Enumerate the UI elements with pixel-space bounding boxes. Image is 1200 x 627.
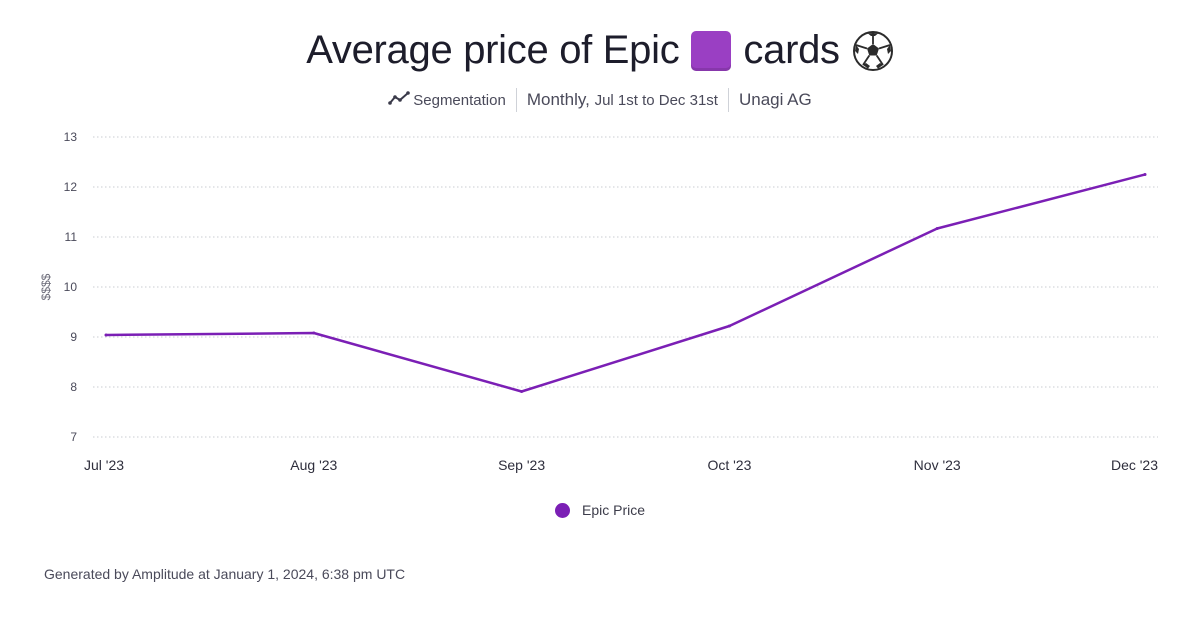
x-tick-label: Nov '23 [914,457,961,473]
series-line [104,173,1147,393]
data-point [104,333,108,337]
chart-title: Average price of Epic cards [0,28,1200,73]
legend-swatch [554,502,570,518]
interval-label: Monthly, [526,90,590,109]
y-tick-label: 13 [64,130,78,144]
data-point [935,227,939,230]
x-tick-label: Sep '23 [498,457,545,473]
x-tick-label: Aug '23 [290,457,337,473]
legend-label: Epic Price [581,502,646,518]
subtitle-divider [515,88,517,112]
y-tick-label: 12 [64,180,78,194]
soccer-ball-icon [852,30,894,72]
y-tick-label: 9 [70,330,77,344]
line-chart: 7 8 9 10 11 12 13 $$$$ Jul '23 Aug '23 Sep '23 Oct … [39,130,1158,473]
chart-legend: Epic Price [0,502,1200,518]
data-point [312,331,316,335]
y-tick-label: 8 [70,380,77,394]
date-range-label: Monthly, Jul 1st to Dec 31st [517,88,728,112]
x-tick-label: Dec '23 [1111,457,1158,473]
data-point [727,324,731,328]
x-tick-label: Jul '23 [84,457,124,473]
range-dates: Jul 1st to Dec 31st [594,91,718,109]
purple-square-icon [691,30,732,71]
chart-subtitle: Segmentation Monthly, Jul 1st to Dec 31s… [0,88,1200,112]
chart-title-text-start: Average price of Epic [306,28,680,72]
y-axis-label: $$$$ [39,273,53,300]
y-tick-label: 10 [64,280,78,294]
x-tick-label: Oct '23 [707,457,751,473]
trend-line-icon [388,90,411,110]
data-point [1143,173,1147,176]
data-point [520,390,524,393]
chart-kind-label: Segmentation [413,91,506,109]
subtitle-divider [727,88,729,112]
y-tick-label: 11 [65,230,78,244]
generated-footer: Generated by Amplitude at January 1, 202… [44,566,406,582]
y-tick-label: 7 [70,430,77,444]
org-label: Unagi AG [738,90,812,109]
segmentation-label: Segmentation [378,88,516,112]
chart-title-text-end: cards [743,28,840,72]
